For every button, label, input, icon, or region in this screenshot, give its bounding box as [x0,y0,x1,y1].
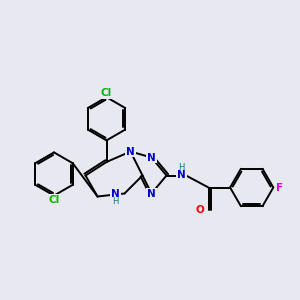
Text: N: N [177,170,186,181]
Text: N: N [147,152,156,163]
Text: Cl: Cl [48,195,60,205]
Text: Cl: Cl [101,88,112,98]
Text: F: F [276,182,283,193]
Text: N: N [111,188,120,199]
Text: N: N [147,188,156,199]
Text: H: H [112,197,119,206]
Text: N: N [126,146,135,157]
Text: O: O [195,205,204,215]
Text: H: H [178,163,185,172]
